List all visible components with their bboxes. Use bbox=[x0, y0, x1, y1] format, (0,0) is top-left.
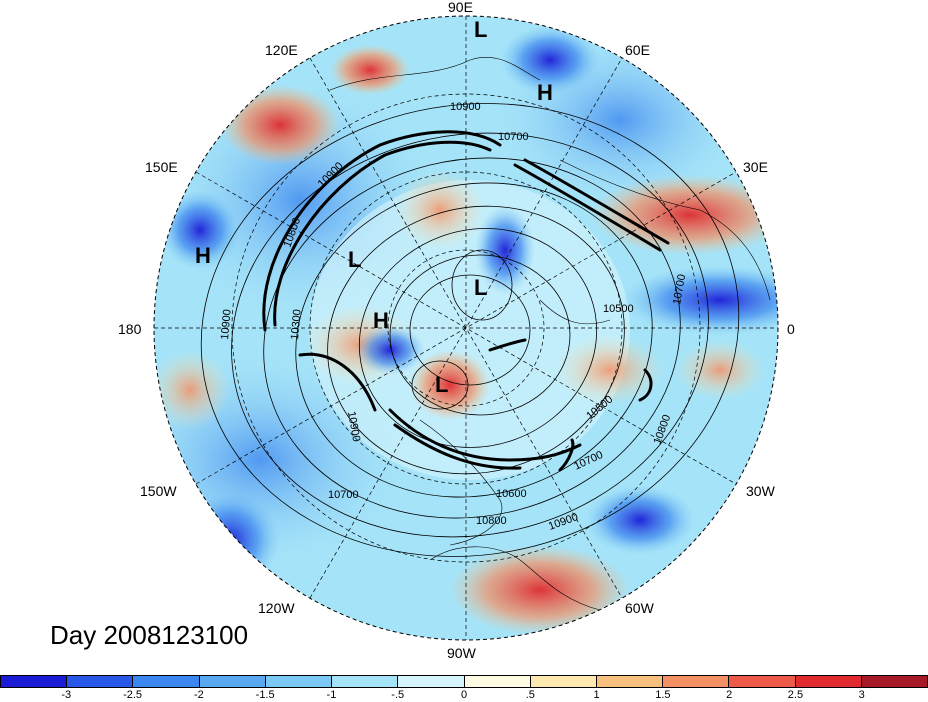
colorbar-swatch bbox=[199, 676, 266, 687]
colorbar-swatch bbox=[795, 676, 862, 687]
colorbar-tick-label: -2.5 bbox=[123, 689, 143, 701]
colorbar-swatch bbox=[67, 676, 134, 687]
high-center-marker: H bbox=[537, 80, 553, 105]
colorbar-swatch bbox=[1, 676, 68, 687]
colorbar-swatch bbox=[464, 676, 531, 687]
colorbar-swatch bbox=[530, 676, 597, 687]
lon-label-150w: 150W bbox=[140, 483, 177, 499]
contour-label: 10900 bbox=[450, 101, 481, 113]
colorbar: -3 -2.5 -2 -1.5 -1 -.5 0 .5 1 1.5 2 2.5 3 bbox=[0, 675, 928, 702]
low-center-marker: L bbox=[474, 275, 487, 300]
colorbar-swatch bbox=[663, 676, 730, 687]
contour-label: 10700 bbox=[671, 273, 688, 305]
contour-label: 10700 bbox=[498, 131, 529, 143]
colorbar-boxes bbox=[0, 675, 928, 688]
colorbar-swatch bbox=[265, 676, 333, 687]
colorbar-tick-label: 1.5 bbox=[655, 689, 671, 701]
colorbar-swatch bbox=[729, 676, 796, 687]
pressure-centers: L H H L L H L bbox=[195, 17, 553, 397]
colorbar-tick-label: -.5 bbox=[391, 689, 405, 701]
coastlines bbox=[329, 56, 771, 611]
day-title: Day 2008123100 bbox=[50, 620, 249, 650]
high-center-marker: H bbox=[373, 308, 389, 333]
lon-label-120e: 120E bbox=[265, 42, 298, 58]
high-center-marker: H bbox=[195, 243, 211, 268]
contour-label: 10800 bbox=[476, 515, 507, 527]
height-contours bbox=[200, 103, 740, 557]
low-center-marker: L bbox=[474, 17, 487, 42]
colorbar-tick-label: 3 bbox=[858, 689, 865, 701]
contour-label: 10600 bbox=[496, 488, 527, 500]
lon-label-120w: 120W bbox=[258, 600, 295, 616]
longitude-labels: 90E 120E 60E 150E 30E 180 0 150W 30W 120… bbox=[118, 0, 795, 661]
lon-label-180: 180 bbox=[118, 321, 142, 337]
colorbar-swatch bbox=[398, 676, 465, 687]
colorbar-tick-label: 0 bbox=[460, 689, 468, 701]
contour-label: 10900 bbox=[219, 309, 234, 341]
colorbar-swatch bbox=[332, 676, 399, 687]
contour-label: 10900 bbox=[345, 410, 362, 442]
colorbar-tick-label: 1 bbox=[593, 689, 600, 701]
lon-label-0: 0 bbox=[787, 321, 795, 337]
low-center-marker: L bbox=[435, 372, 448, 397]
colorbar-tick-label: -1.5 bbox=[255, 689, 275, 701]
colorbar-tick-label: -3 bbox=[61, 689, 72, 701]
colorbar-tick-label: 2.5 bbox=[787, 689, 804, 701]
jet-contours bbox=[262, 130, 670, 472]
lon-label-90w: 90W bbox=[447, 645, 477, 661]
colorbar-tick-label: -2 bbox=[193, 689, 204, 701]
colorbar-tick-label: .5 bbox=[525, 689, 535, 701]
lon-label-90e: 90E bbox=[448, 0, 473, 15]
lon-label-30e: 30E bbox=[743, 159, 768, 175]
colorbar-tick-label: 2 bbox=[726, 689, 733, 701]
colorbar-tick-label: -1 bbox=[326, 689, 337, 701]
contour-label: 10300 bbox=[289, 309, 304, 341]
lon-label-60w: 60W bbox=[625, 600, 655, 616]
colorbar-swatch bbox=[133, 676, 200, 687]
colorbar-swatch bbox=[596, 676, 664, 687]
contour-label: 10700 bbox=[328, 489, 359, 501]
contour-label: 10500 bbox=[603, 303, 634, 315]
lon-label-150e: 150E bbox=[145, 159, 178, 175]
map-boundary bbox=[153, 15, 779, 641]
lon-label-60e: 60E bbox=[625, 42, 650, 58]
colorbar-swatch bbox=[861, 676, 928, 687]
low-center-marker: L bbox=[348, 247, 361, 272]
graticule bbox=[154, 16, 778, 640]
lon-label-30w: 30W bbox=[746, 483, 776, 499]
